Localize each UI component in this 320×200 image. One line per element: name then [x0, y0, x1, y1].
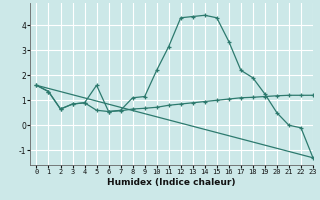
X-axis label: Humidex (Indice chaleur): Humidex (Indice chaleur) — [108, 178, 236, 187]
